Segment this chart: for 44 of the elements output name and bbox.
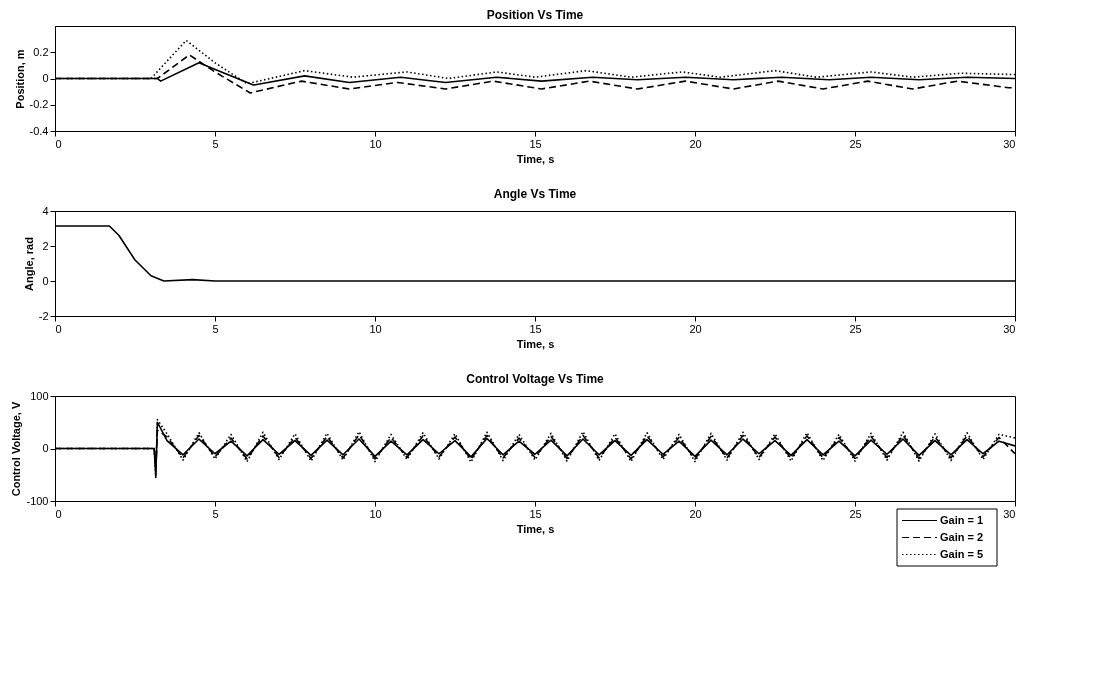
x-tick-label: 25 xyxy=(849,507,862,520)
x-tick-label: 30 xyxy=(1003,137,1016,150)
y-tick-label: 0 xyxy=(42,72,49,84)
x-tick-label: 5 xyxy=(212,137,219,150)
chart-title: Control Voltage Vs Time xyxy=(466,372,605,386)
y-tick-label: 0.2 xyxy=(33,45,49,58)
y-tick-label: -0.4 xyxy=(29,124,49,137)
y-tick-label: 0 xyxy=(42,274,49,287)
x-axis-title: Time, s xyxy=(516,337,555,350)
x-tick-label: 30 xyxy=(1003,322,1016,335)
x-axis-title: Time, s xyxy=(516,152,555,165)
y-tick-label: 2 xyxy=(42,239,49,252)
legend-label: Gain = 5 xyxy=(940,547,984,560)
x-tick-label: 10 xyxy=(369,322,382,335)
x-tick-label: 15 xyxy=(529,137,542,150)
x-tick-label: 25 xyxy=(849,322,862,335)
chart-title: Angle Vs Time xyxy=(493,187,577,201)
legend-label: Gain = 2 xyxy=(940,530,984,543)
x-tick-label: 15 xyxy=(529,507,542,520)
y-tick-label: -100 xyxy=(26,494,49,507)
x-tick-label: 0 xyxy=(55,322,62,335)
x-tick-label: 25 xyxy=(849,137,862,150)
y-tick-label: 4 xyxy=(42,204,49,217)
y-axis-title: Position, m xyxy=(13,49,26,109)
y-axis-title: Angle, rad xyxy=(22,237,35,291)
x-tick-label: 30 xyxy=(1003,507,1016,520)
x-tick-label: 20 xyxy=(689,137,702,150)
x-axis-title: Time, s xyxy=(516,522,555,535)
chart-title: Position Vs Time xyxy=(486,8,584,22)
x-tick-label: 0 xyxy=(55,137,62,150)
x-tick-label: 20 xyxy=(689,322,702,335)
x-tick-label: 10 xyxy=(369,137,382,150)
x-tick-label: 0 xyxy=(55,507,62,520)
x-tick-label: 10 xyxy=(369,507,382,520)
y-tick-label: -0.2 xyxy=(29,98,49,111)
x-tick-label: 5 xyxy=(212,507,219,520)
x-tick-label: 15 xyxy=(529,322,542,335)
y-tick-label: 100 xyxy=(30,389,49,402)
x-tick-label: 20 xyxy=(689,507,702,520)
y-tick-label: 0 xyxy=(42,442,49,454)
x-tick-label: 5 xyxy=(212,322,219,335)
y-tick-label: -2 xyxy=(38,309,49,322)
legend-label: Gain = 1 xyxy=(940,513,984,526)
y-axis-title: Control Voltage, V xyxy=(10,401,23,497)
